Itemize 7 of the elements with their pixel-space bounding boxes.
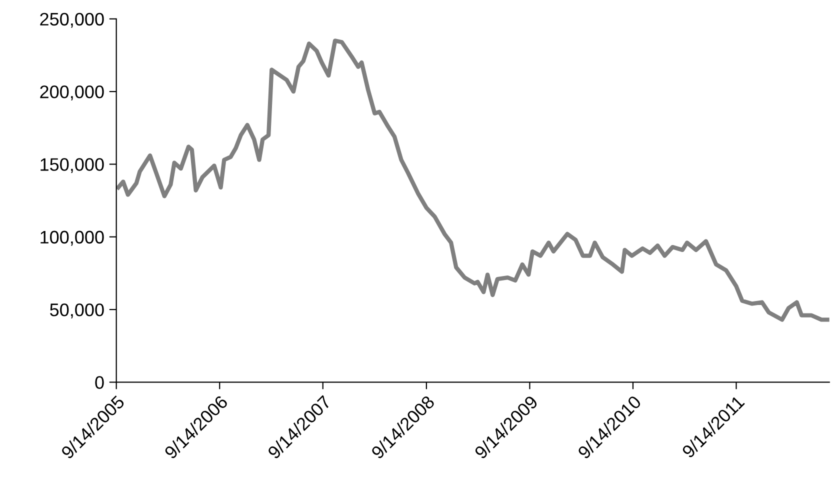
line-series [116, 38, 830, 322]
y-tick-label: 200,000 [40, 85, 104, 100]
y-tick-label: 250,000 [40, 12, 104, 28]
y-tick-label: 150,000 [40, 158, 104, 174]
y-tick-label: 0 [95, 376, 104, 389]
y-tick-label: 100,000 [40, 230, 104, 246]
y-tick-label: 50,000 [50, 303, 104, 318]
